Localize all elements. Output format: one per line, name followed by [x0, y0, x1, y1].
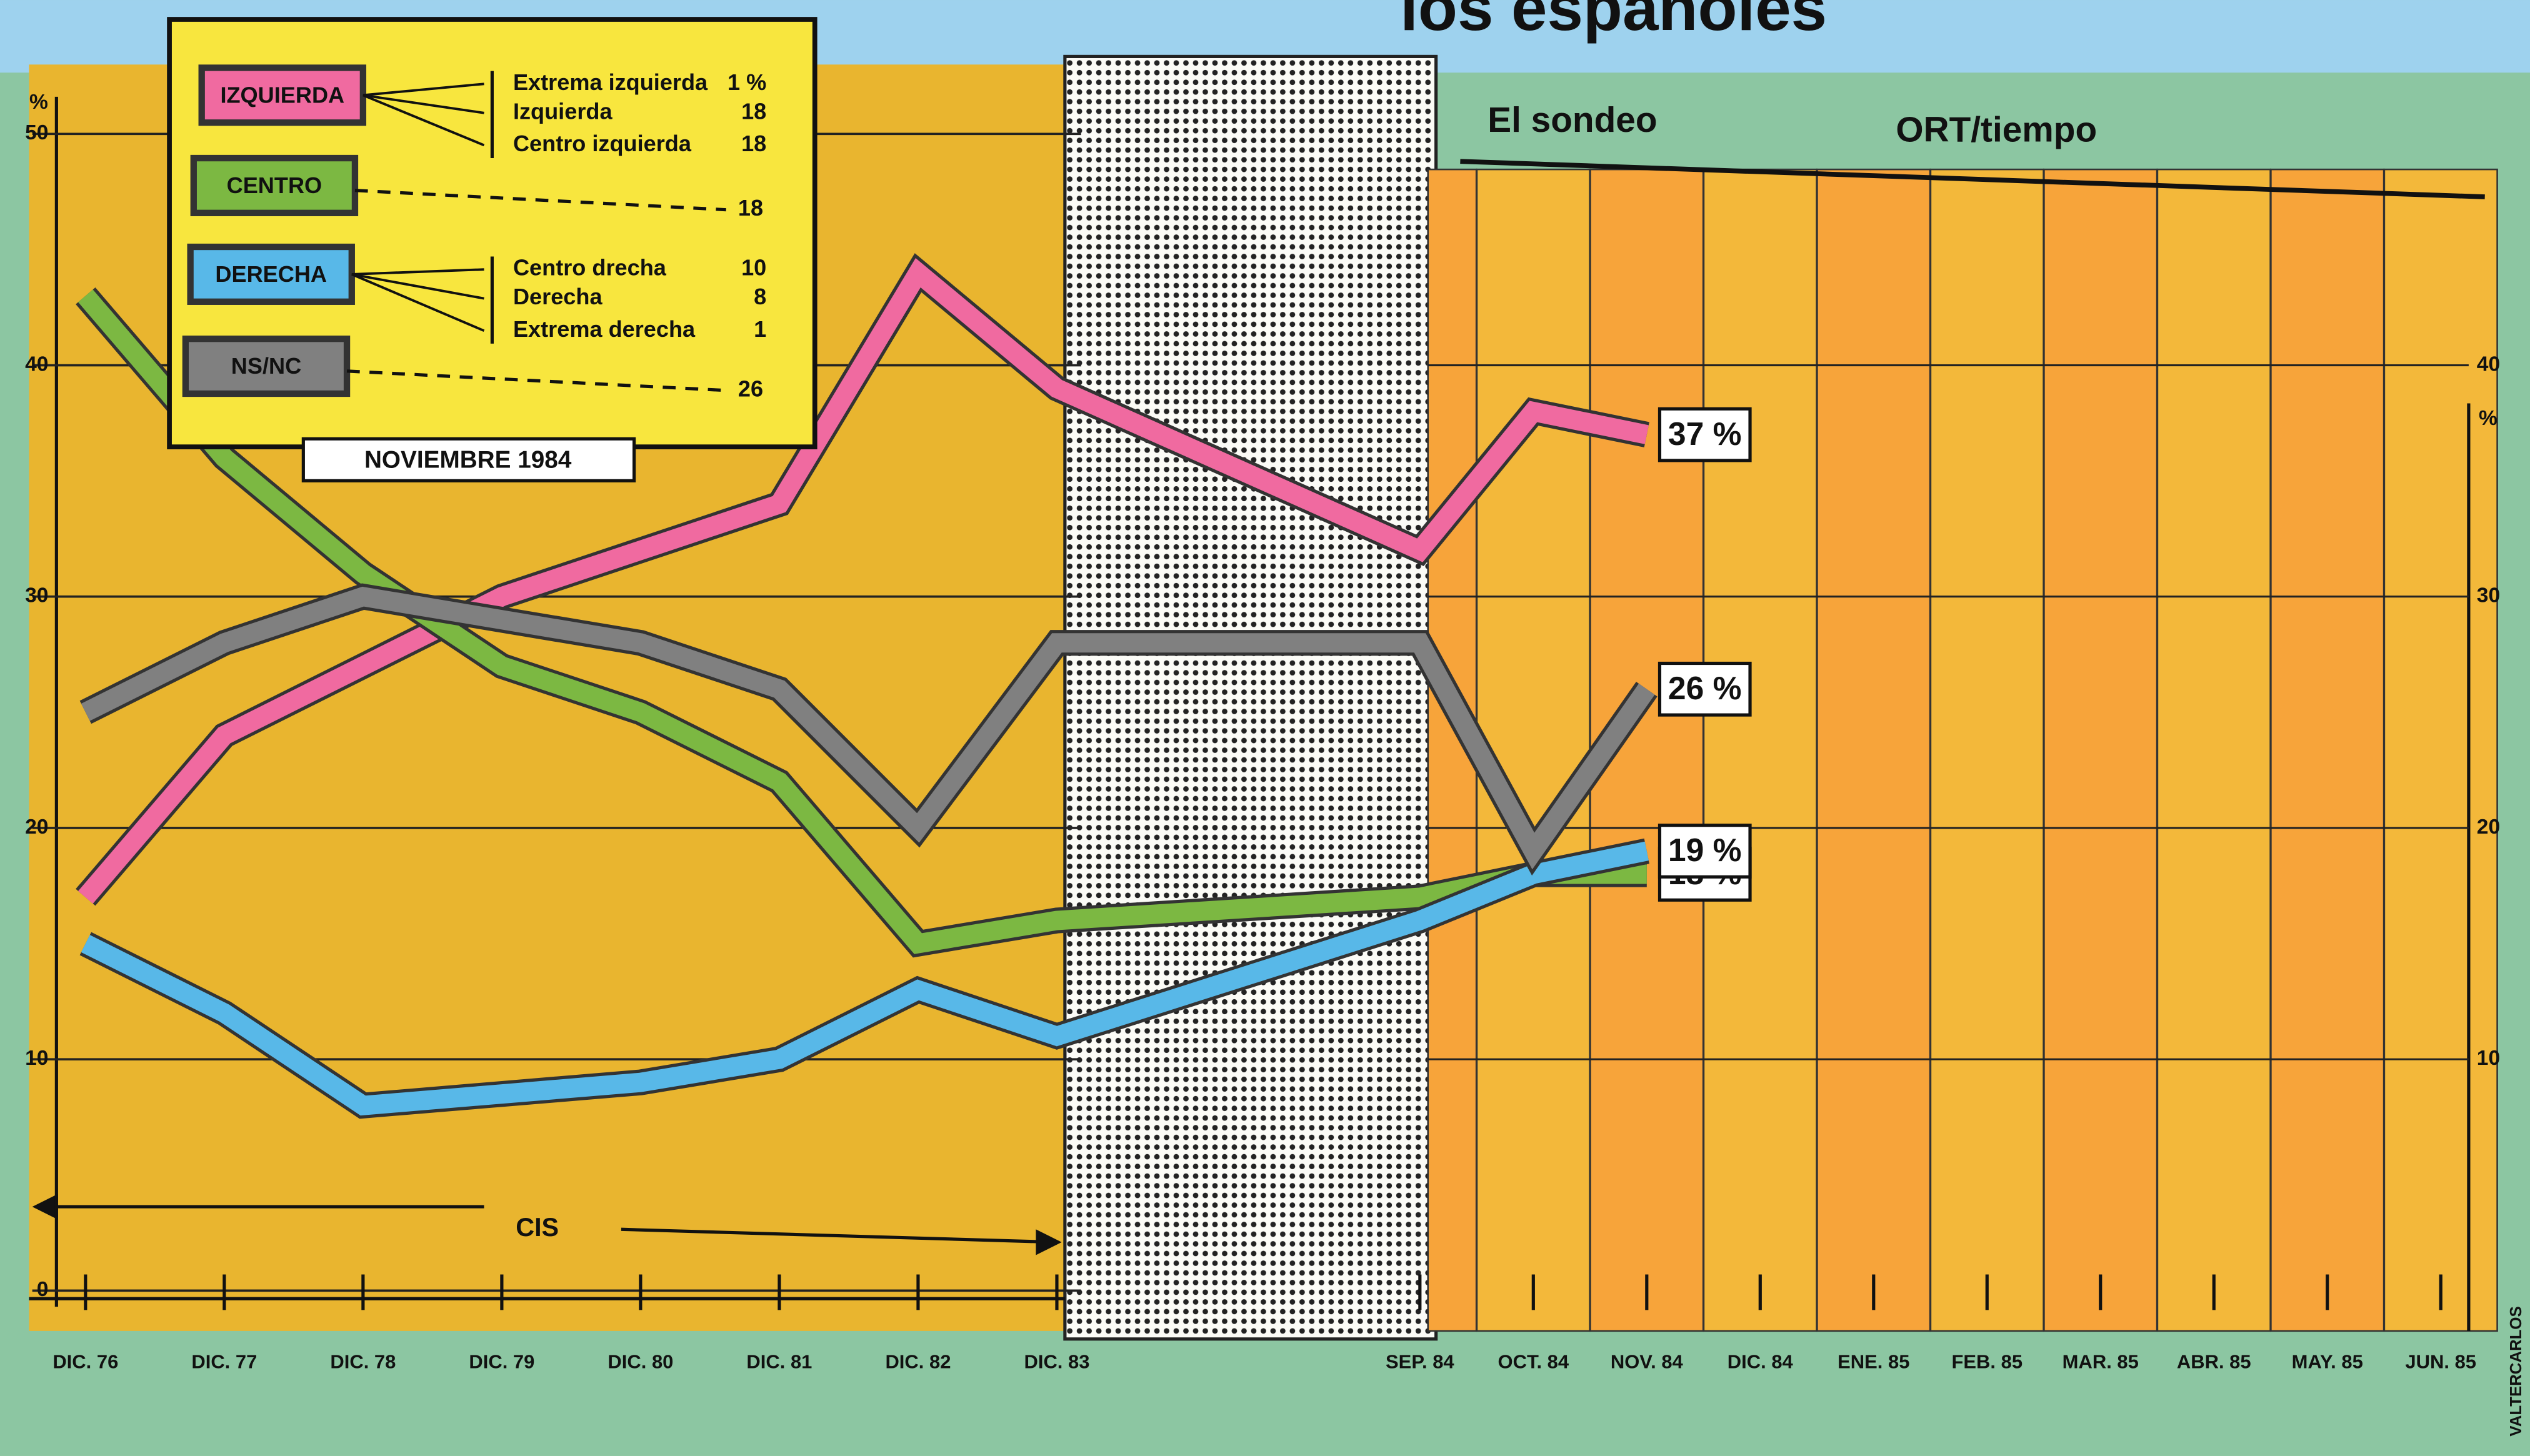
connector	[354, 189, 726, 212]
line	[81, 586, 1655, 870]
x-tick-label: DIC. 79	[469, 1351, 534, 1373]
y-tick-label: 0	[37, 1278, 49, 1301]
x-tick-label: OCT. 84	[1498, 1351, 1569, 1373]
y-tick-label: 40	[25, 352, 48, 376]
y2-tick-label: 20	[2477, 815, 2500, 839]
line	[78, 257, 1649, 904]
breakdown-label: Centro drecha	[513, 255, 667, 281]
end-label: 19 %	[1668, 832, 1742, 868]
x-tick-label: DIC. 76	[52, 1351, 118, 1373]
legend-swatch	[187, 243, 355, 305]
y-tick-label: 50	[25, 121, 48, 144]
legend-swatch	[190, 154, 359, 216]
x-tick-label: MAR. 85	[2062, 1351, 2139, 1373]
legend-swatch	[198, 64, 367, 126]
x-tick-label: SEP. 84	[1386, 1351, 1454, 1373]
plot: % 0 10 20 30 40 50% 10 20 30 40 DIC. 76 DIC. 77 DIC. …	[25, 91, 2500, 1373]
end-label: 26 %	[1668, 670, 1742, 706]
y-tick-label: 20	[25, 815, 48, 839]
legend-total: 26	[738, 376, 763, 401]
connector	[351, 273, 485, 332]
gap-area	[1063, 54, 1438, 1341]
connector	[351, 273, 484, 300]
stripe	[1476, 168, 1591, 1332]
legend: NOVIEMBRE 1984 IZQUIERDA Extrema izquierd…	[167, 17, 818, 482]
period-label: CIS	[516, 1213, 559, 1242]
legend-date-box	[301, 437, 636, 482]
connector	[351, 268, 484, 276]
end-label-box	[1658, 824, 1752, 879]
end-label-box	[1658, 661, 1752, 717]
y2-unit: %	[2479, 407, 2498, 430]
breakdown-value: 8	[754, 284, 766, 309]
y-tick-label: 30	[25, 584, 48, 607]
stripe	[2156, 168, 2271, 1332]
breakdown-label: Derecha	[513, 284, 602, 309]
y-tick-label: 10	[25, 1047, 48, 1070]
legend-label: DERECHA	[215, 261, 327, 287]
line	[81, 841, 1649, 1116]
x-tick-label: MAY. 85	[2292, 1351, 2363, 1373]
legend-swatch	[182, 336, 351, 397]
stripe	[1929, 168, 2044, 1332]
legend-label: NS/NC	[231, 353, 301, 379]
x-tick-label: DIC. 78	[330, 1351, 396, 1373]
x-tick-label: DIC. 80	[608, 1351, 673, 1373]
credit: VALTERCARLOS	[2508, 1306, 2525, 1436]
x-tick-label: DIC. 84	[1728, 1351, 1794, 1373]
x-tick-label: DIC. 81	[746, 1351, 812, 1373]
x-tick-label: DIC. 82	[885, 1351, 951, 1373]
breakdown-value: 10	[741, 255, 766, 281]
breakdown-value: 18	[741, 98, 766, 124]
legend-total: 18	[738, 195, 763, 221]
y2-tick-label: 40	[2477, 352, 2500, 376]
connector	[346, 369, 726, 392]
subtitle-right: ORT/tiempo	[1896, 111, 2097, 150]
connector	[362, 82, 484, 97]
x-tick-label: DIC. 83	[1024, 1351, 1089, 1373]
breakdown-label: Centro izquierda	[513, 131, 692, 156]
legend-label: IZQUIERDA	[220, 82, 344, 107]
line	[78, 289, 1647, 954]
stripes	[1427, 168, 2498, 1332]
x-tick-label: JUN. 85	[2405, 1351, 2476, 1373]
breakdown-value: 1	[754, 316, 766, 342]
subtitle-left: El sondeo	[1488, 101, 1657, 140]
stripe	[2270, 168, 2385, 1332]
end-label: 37 %	[1668, 416, 1742, 452]
stripe	[2383, 168, 2498, 1332]
cis-arrow-right	[621, 1227, 1058, 1244]
breakdown-value: 1 %	[728, 69, 766, 95]
breakdown-label: Extrema derecha	[513, 316, 696, 342]
breakdown-label: Izquierda	[513, 98, 612, 124]
arrowhead	[32, 1194, 58, 1220]
x-tick-label: ABR. 85	[2177, 1351, 2251, 1373]
x-tick-label: DIC. 77	[191, 1351, 257, 1373]
y2-tick-label: 10	[2477, 1047, 2500, 1070]
x-tick-label: NOV. 84	[1611, 1351, 1684, 1373]
stripe	[1816, 168, 1931, 1332]
legend-date: NOVIEMBRE 1984	[364, 447, 572, 474]
y-unit: %	[29, 91, 48, 114]
arrowhead	[1036, 1229, 1062, 1255]
connector	[362, 94, 485, 147]
end-label-box	[1658, 407, 1752, 462]
chart-title: los españoles	[1400, 0, 1827, 44]
legend-label: CENTRO	[227, 172, 322, 198]
breakdown-value: 18	[741, 131, 766, 156]
y2-tick-label: 30	[2477, 584, 2500, 607]
breakdown-label: Extrema izquierda	[513, 69, 708, 95]
header-rule	[1460, 159, 2485, 199]
stripe	[2043, 168, 2158, 1332]
stripe	[1702, 168, 1818, 1332]
x-tick-label: ENE. 85	[1838, 1351, 1909, 1373]
x-tick-label: FEB. 85	[1951, 1351, 2022, 1373]
connector	[362, 94, 484, 114]
